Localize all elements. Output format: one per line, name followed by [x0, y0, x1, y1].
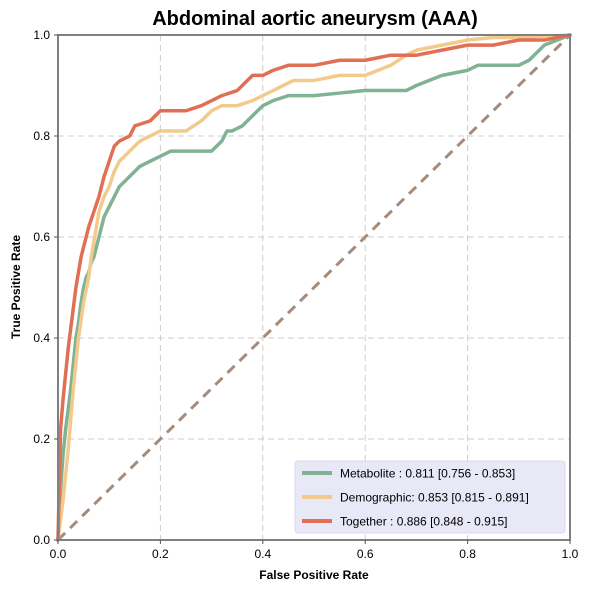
chart-title: Abdominal aortic aneurysm (AAA)	[152, 8, 478, 30]
tick-marks	[54, 34, 571, 544]
x-tick-label: 0.2	[152, 547, 169, 561]
x-tick-labels: 0.0 0.2 0.4 0.6 0.8 1.0	[50, 547, 579, 561]
legend: Metabolite : 0.811 [0.756 - 0.853] Demogr…	[294, 460, 566, 534]
plot-frame	[57, 34, 571, 541]
reference-line-group	[56, 33, 572, 542]
y-tick-label: 0.8	[33, 129, 50, 143]
legend-box	[294, 460, 566, 534]
x-tick-label: 0.0	[50, 547, 67, 561]
y-tick-label: 0.6	[33, 230, 50, 244]
x-tick-label: 0.4	[254, 547, 271, 561]
series-line-metabolite	[56, 33, 572, 542]
legend-entry-metabolite: Metabolite : 0.811 [0.756 - 0.853]	[340, 467, 515, 481]
y-tick-label: 1.0	[33, 28, 50, 42]
series-line-together	[56, 33, 572, 542]
y-tick-label: 0.2	[33, 432, 50, 446]
y-tick-label: 0.0	[33, 533, 50, 547]
series-line-demographic	[56, 33, 572, 542]
x-axis-label: False Positive Rate	[259, 568, 369, 582]
y-axis-label: True Positive Rate	[9, 235, 23, 339]
legend-entry-together: Together : 0.886 [0.848 - 0.915]	[340, 515, 507, 529]
x-tick-label: 0.6	[357, 547, 374, 561]
legend-entry-demographic: Demographic: 0.853 [0.815 - 0.891]	[340, 491, 529, 505]
y-tick-label: 0.4	[33, 331, 50, 345]
series-group	[56, 33, 572, 542]
x-tick-label: 0.8	[459, 547, 476, 561]
x-tick-label: 1.0	[562, 547, 579, 561]
diagonal-reference-line	[56, 33, 572, 542]
grid-lines	[58, 35, 570, 540]
y-tick-labels: 0.0 0.2 0.4 0.6 0.8 1.0	[33, 28, 50, 547]
